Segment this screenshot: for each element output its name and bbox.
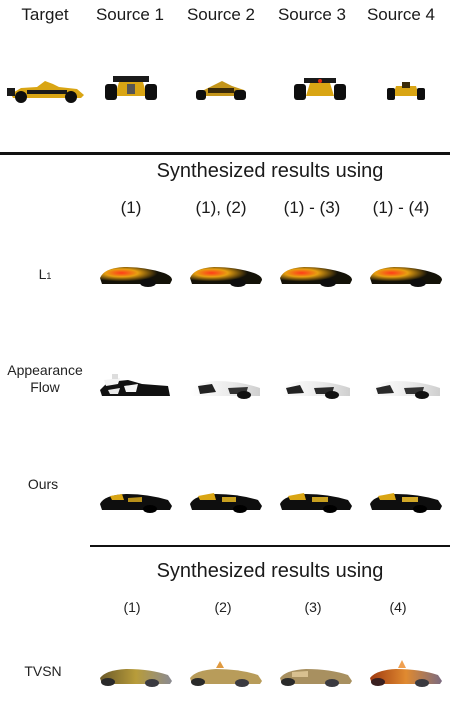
row-label-tvsn: TVSN <box>24 663 62 679</box>
section-2-column-1: (1) <box>123 599 141 615</box>
section-1-column-1: (1) <box>120 198 142 217</box>
section-1-column-3: (1) - (3) <box>283 198 341 217</box>
tvsn-result-3 <box>280 669 352 687</box>
ours-result-1 <box>100 494 172 513</box>
section-1-column-2: (1), (2) <box>195 198 247 217</box>
row-label-flow: Flow <box>30 379 60 395</box>
target-car-image <box>7 81 84 103</box>
source-1-car-image <box>105 76 157 100</box>
row-label-appearance: Appearance <box>7 362 83 378</box>
source-4-car-image <box>387 82 425 100</box>
section-divider-bottom <box>90 545 450 547</box>
l1-result-1 <box>100 267 172 287</box>
row-label-l1-subscript: 1 <box>46 271 52 281</box>
tvsn-result-1 <box>100 669 172 687</box>
appearance-flow-result-2 <box>190 381 260 399</box>
appearance-flow-result-4 <box>370 381 440 399</box>
header-source-1: Source 1 <box>95 5 165 24</box>
l1-result-2 <box>190 267 262 287</box>
row-label-appearance-flow: Appearance Flow <box>0 362 90 396</box>
appearance-flow-result-3 <box>280 381 350 399</box>
section-2-title: Synthesized results using <box>156 560 384 582</box>
section-2-column-4: (4) <box>389 599 407 615</box>
l1-result-4 <box>370 267 442 287</box>
section-divider-top <box>0 152 450 155</box>
row-label-ours: Ours <box>27 476 59 492</box>
appearance-flow-result-1 <box>100 374 170 396</box>
tvsn-result-4 <box>370 660 442 687</box>
tvsn-result-2 <box>190 661 262 687</box>
l1-result-3 <box>280 267 352 287</box>
row-label-l1-main: L <box>38 266 47 282</box>
header-target: Target <box>21 5 69 24</box>
ours-result-2 <box>190 493 262 513</box>
header-source-2: Source 2 <box>186 5 256 24</box>
ours-result-3 <box>280 493 352 513</box>
header-source-3: Source 3 <box>277 5 347 24</box>
ours-result-4 <box>370 493 442 513</box>
source-3-car-image <box>294 78 346 100</box>
section-1-column-4: (1) - (4) <box>372 198 430 217</box>
section-1-title: Synthesized results using <box>156 160 384 182</box>
row-label-l1: L1 <box>0 266 90 282</box>
section-2-column-3: (3) <box>304 599 322 615</box>
source-2-car-image <box>196 81 246 100</box>
header-source-4: Source 4 <box>366 5 436 24</box>
section-2-column-2: (2) <box>214 599 232 615</box>
